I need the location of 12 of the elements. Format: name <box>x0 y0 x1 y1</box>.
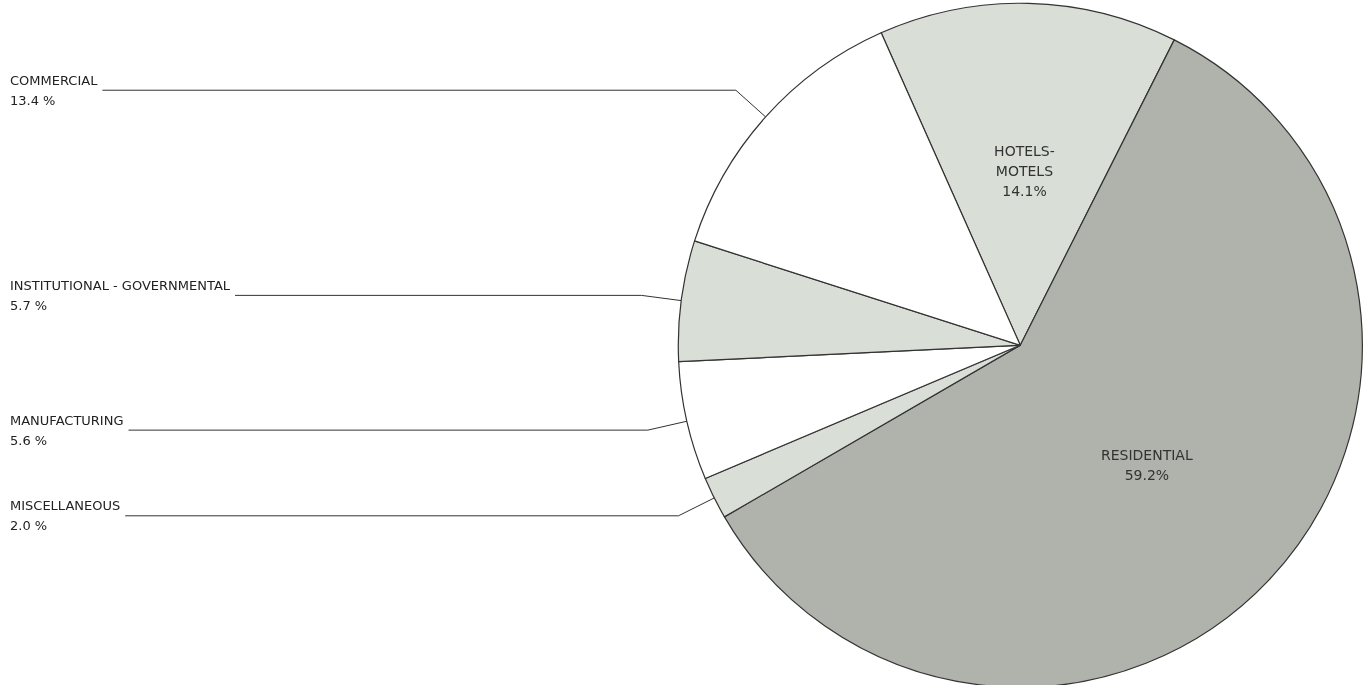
slice-label: HOTELS- MOTELS <box>994 143 1055 180</box>
data-label: 5.6 % <box>10 432 48 448</box>
slice-label: RESIDENTIAL <box>1100 446 1193 463</box>
data-label: 59.2% <box>1124 466 1170 483</box>
data-label: 14.1% <box>1002 183 1047 200</box>
data-label: 5.7 % <box>10 297 48 313</box>
slice-label: MANUFACTURING <box>10 412 124 428</box>
data-label: 2.0 % <box>10 518 48 534</box>
slice-label: MISCELLANEOUS <box>10 498 121 514</box>
slice-label: INSTITUTIONAL - GOVERNMENTAL <box>10 277 231 293</box>
slice-label: COMMERCIAL <box>10 72 99 88</box>
data-label: 13.4 % <box>10 92 56 108</box>
